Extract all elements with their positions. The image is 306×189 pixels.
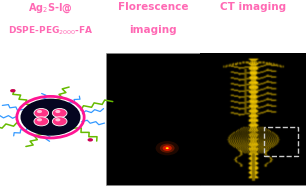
Circle shape [55,118,60,121]
Bar [200,53,306,185]
Text: Ag$_2$S-I@: Ag$_2$S-I@ [28,2,73,15]
Text: CT imaging: CT imaging [220,2,286,12]
Circle shape [166,147,169,149]
Circle shape [165,146,170,150]
Circle shape [37,118,42,121]
Circle shape [37,110,42,113]
Circle shape [163,145,172,151]
Circle shape [34,117,49,126]
Bar [106,53,200,185]
Circle shape [160,144,174,153]
Circle shape [21,99,80,136]
Text: Florescence: Florescence [118,2,188,12]
Bar [264,127,297,156]
Text: imaging: imaging [129,25,177,35]
Circle shape [55,110,60,113]
Circle shape [52,108,67,118]
Circle shape [10,89,16,92]
Text: DSPE-PEG$_{2000}$-FA: DSPE-PEG$_{2000}$-FA [8,25,93,37]
Circle shape [34,108,49,118]
Circle shape [156,141,179,155]
Circle shape [88,138,93,142]
Circle shape [52,117,67,126]
